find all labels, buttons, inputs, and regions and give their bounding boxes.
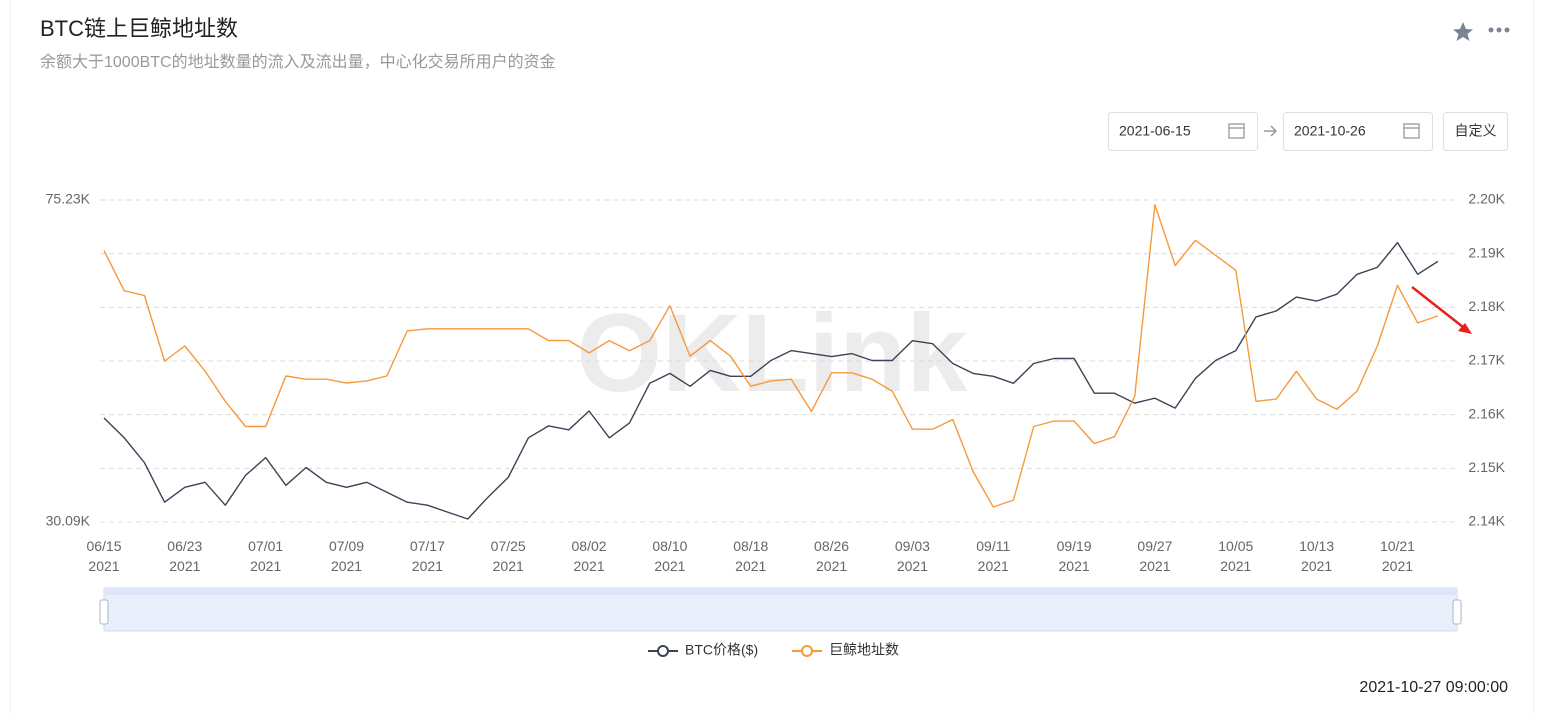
x-tick-label: 07/17 2021 <box>409 538 445 574</box>
x-tick-label: 08/26 2021 <box>814 538 850 574</box>
legend-item[interactable]: 巨鲸地址数 <box>792 642 899 658</box>
x-tick-label: 10/05 2021 <box>1218 538 1254 574</box>
date-start-input[interactable] <box>1108 112 1258 151</box>
x-tick-label: 08/10 2021 <box>652 538 688 574</box>
date-start: 2021-06-15 <box>1119 123 1191 139</box>
calendar-icon <box>1403 123 1420 139</box>
y2-tick-label: 2.15K <box>1468 459 1505 475</box>
x-tick-label: 09/03 2021 <box>894 538 930 574</box>
y2-tick-label: 2.19K <box>1468 244 1505 260</box>
zoom-handle-right[interactable] <box>1452 599 1462 625</box>
y-tick-label: 75.23K <box>46 191 91 207</box>
watermark: OKLink <box>576 292 968 415</box>
y2-tick-label: 2.17K <box>1468 352 1505 368</box>
zoom-slider-bar <box>104 588 1457 595</box>
custom-button[interactable] <box>1443 112 1508 151</box>
range-arrow <box>1264 125 1278 137</box>
star-icon[interactable] <box>1453 22 1473 41</box>
subtitle: 余额大于1000BTC的地址数量的流入及流出量，中心化交易所用户的资金 <box>40 52 556 71</box>
x-tick-label: 07/01 2021 <box>248 538 284 574</box>
x-tick-label: 09/27 2021 <box>1137 538 1173 574</box>
y2-tick-label: 2.20K <box>1468 191 1505 207</box>
card <box>10 0 1534 714</box>
title: BTC链上巨鲸地址数 <box>40 16 238 41</box>
y-tick-label: 30.09K <box>46 513 91 529</box>
legend-label: 巨鲸地址数 <box>829 642 899 658</box>
x-tick-label: 09/11 2021 <box>976 538 1011 574</box>
custom-button-label: 自定义 <box>1455 123 1497 139</box>
date-end: 2021-10-26 <box>1294 123 1366 139</box>
annotation-arrow <box>1411 286 1464 328</box>
x-tick-label: 10/13 2021 <box>1299 538 1335 574</box>
x-tick-label: 06/23 2021 <box>167 538 203 574</box>
more-icon[interactable] <box>1488 27 1510 33</box>
x-tick-label: 07/25 2021 <box>490 538 526 574</box>
y2-tick-label: 2.14K <box>1468 513 1505 529</box>
x-tick-label: 07/09 2021 <box>328 538 365 574</box>
calendar-icon <box>1228 123 1245 139</box>
x-tick-label: 09/19 2021 <box>1056 538 1092 574</box>
zoom-handle-left[interactable] <box>99 599 109 625</box>
timestamp: 2021-10-27 09:00:00 <box>1359 679 1508 696</box>
series-line <box>103 241 1439 520</box>
legend-marker <box>801 645 813 657</box>
date-end-input[interactable] <box>1283 112 1433 151</box>
annotation-arrowhead <box>1458 323 1472 334</box>
series-line <box>103 204 1439 508</box>
y2-tick-label: 2.16K <box>1468 405 1505 421</box>
x-tick-label: 08/02 2021 <box>571 538 607 574</box>
legend-item[interactable]: BTC价格($) <box>648 642 758 658</box>
x-tick-label: 10/21 2021 <box>1379 538 1415 574</box>
x-tick-label: 06/15 2021 <box>86 538 122 574</box>
legend-marker <box>657 645 669 657</box>
x-tick-label: 08/18 2021 <box>733 538 769 574</box>
legend-label: BTC价格($) <box>685 642 758 658</box>
y2-tick-label: 2.18K <box>1468 298 1505 314</box>
